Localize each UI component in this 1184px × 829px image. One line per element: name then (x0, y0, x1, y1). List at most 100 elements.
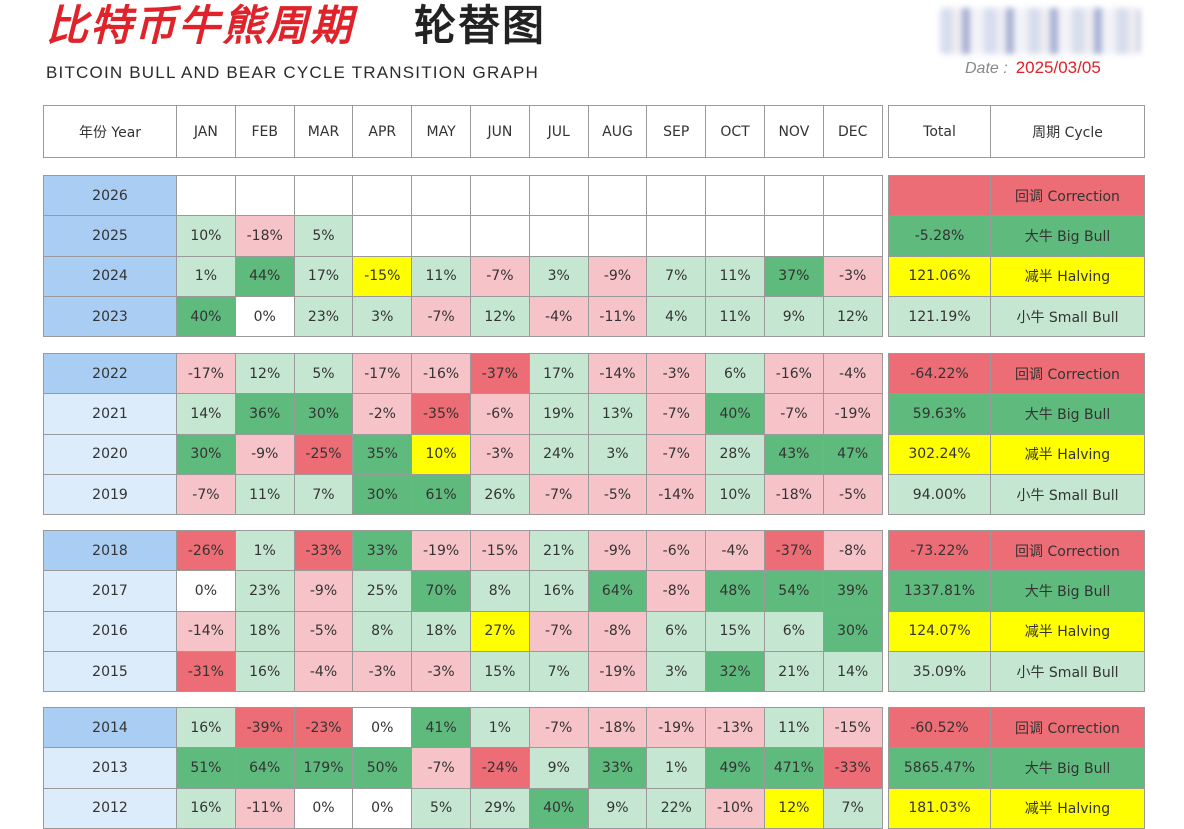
total-cell: 181.03% (888, 787, 991, 829)
month-cell (822, 215, 883, 257)
month-cell (352, 174, 413, 217)
summary-row: 35.09% 小牛 Small Bull (888, 650, 1145, 693)
table-row: 2026 (43, 174, 883, 217)
month-cell: 0% (352, 706, 413, 749)
monthly-table-block-4: 2014 16% -39% -23% 0% 41% 1% -7% -18% -19% -13% 11%… (43, 706, 883, 829)
month-cell: -4% (822, 352, 883, 395)
month-cell: 5% (293, 352, 354, 395)
month-cell: -9% (587, 255, 648, 297)
month-cell: 64% (234, 747, 295, 789)
month-cell (763, 215, 824, 257)
header-year: 年份 Year (43, 105, 177, 158)
year-cell: 2025 (43, 215, 177, 257)
summary-row: 59.63% 大牛 Big Bull (888, 393, 1145, 435)
summary-row: -73.22% 回调 Correction (888, 529, 1145, 572)
month-cell: 7% (293, 473, 354, 516)
month-cell: 21% (763, 650, 824, 693)
month-cell: 39% (822, 570, 883, 612)
month-cell: -7% (411, 747, 471, 789)
header-month-apr: APR (352, 105, 413, 158)
month-cell: 36% (234, 393, 295, 435)
month-cell: -17% (352, 352, 413, 395)
header-months: 年份 Year JAN FEB MAR APR MAY JUN JUL AUG SEP OCT NOV… (43, 105, 883, 158)
month-cell: -18% (763, 473, 824, 516)
header-month-dec: DEC (822, 105, 883, 158)
month-cell: 179% (293, 747, 354, 789)
month-cell: 16% (234, 650, 295, 693)
month-cell: -11% (587, 295, 648, 338)
month-cell: -5% (293, 610, 354, 652)
month-cell: 64% (587, 570, 648, 612)
month-cell: 9% (763, 295, 824, 338)
table-row: 2022 -17% 12% 5% -17% -16% -37% 17% -14% -3% 6% -16… (43, 352, 883, 395)
month-cell: -31% (176, 650, 236, 693)
month-cell: -33% (293, 529, 354, 572)
month-cell: 14% (176, 393, 236, 435)
year-cell: 2023 (43, 295, 177, 338)
month-cell: 61% (411, 473, 471, 516)
month-cell (587, 174, 648, 217)
header-month-sep: SEP (646, 105, 707, 158)
month-cell: 6% (705, 352, 765, 395)
month-cell: 3% (528, 255, 589, 297)
month-cell: -19% (411, 529, 471, 572)
summary-row: 302.24% 减半 Halving (888, 433, 1145, 475)
month-cell: 15% (705, 610, 765, 652)
table-row: 2017 0% 23% -9% 25% 70% 8% 16% 64% -8% 48% 54% 39% (43, 570, 883, 612)
month-cell: 4% (646, 295, 707, 338)
month-cell: -2% (352, 393, 413, 435)
month-cell (646, 174, 707, 217)
year-cell: 2020 (43, 433, 177, 475)
month-cell: -10% (705, 787, 765, 829)
total-cell: -60.52% (888, 706, 991, 749)
month-cell: 28% (705, 433, 765, 475)
month-cell: 11% (763, 706, 824, 749)
month-cell: -33% (822, 747, 883, 789)
month-cell: -5% (587, 473, 648, 516)
month-cell: -11% (234, 787, 295, 829)
month-cell: 44% (234, 255, 295, 297)
month-cell: 12% (822, 295, 883, 338)
month-cell: 26% (469, 473, 530, 516)
header-month-nov: NOV (763, 105, 824, 158)
year-cell: 2016 (43, 610, 177, 652)
month-cell: -35% (411, 393, 471, 435)
total-cell: 35.09% (888, 650, 991, 693)
month-cell: 10% (176, 215, 236, 257)
total-cell: 121.19% (888, 295, 991, 338)
month-cell: 8% (352, 610, 413, 652)
monthly-table-block-2: 2022 -17% 12% 5% -17% -16% -37% 17% -14% -3% 6% -16… (43, 352, 883, 516)
cycle-cell: 大牛 Big Bull (990, 393, 1145, 435)
month-cell: -15% (822, 706, 883, 749)
year-cell: 2021 (43, 393, 177, 435)
month-cell: -3% (822, 255, 883, 297)
month-cell: -23% (293, 706, 354, 749)
total-cell: 302.24% (888, 433, 991, 475)
month-cell: 40% (176, 295, 236, 338)
month-cell (352, 215, 413, 257)
month-cell: -3% (411, 650, 471, 693)
month-cell: -7% (763, 393, 824, 435)
summary-row: 121.19% 小牛 Small Bull (888, 295, 1145, 338)
month-cell: -3% (646, 352, 707, 395)
month-cell: 29% (469, 787, 530, 829)
month-cell: -8% (646, 570, 707, 612)
summary-row: -64.22% 回调 Correction (888, 352, 1145, 395)
table-row: 2019 -7% 11% 7% 30% 61% 26% -7% -5% -14% 10% -18% -5… (43, 473, 883, 516)
cycle-cell: 回调 Correction (990, 529, 1145, 572)
page-title-cn-suffix: 轮替图 (414, 1, 547, 50)
month-cell: -7% (411, 295, 471, 338)
total-cell: 121.06% (888, 255, 991, 297)
header-month-oct: OCT (705, 105, 765, 158)
summary-row: 5865.47% 大牛 Big Bull (888, 747, 1145, 789)
month-cell: -7% (646, 393, 707, 435)
month-cell: 3% (587, 433, 648, 475)
summary-row: -5.28% 大牛 Big Bull (888, 215, 1145, 257)
month-cell: -6% (646, 529, 707, 572)
month-cell: 5% (293, 215, 354, 257)
month-cell: -19% (587, 650, 648, 693)
cycle-cell: 减半 Halving (990, 610, 1145, 652)
month-cell: 3% (646, 650, 707, 693)
total-cell: 5865.47% (888, 747, 991, 789)
month-cell: 40% (528, 787, 589, 829)
